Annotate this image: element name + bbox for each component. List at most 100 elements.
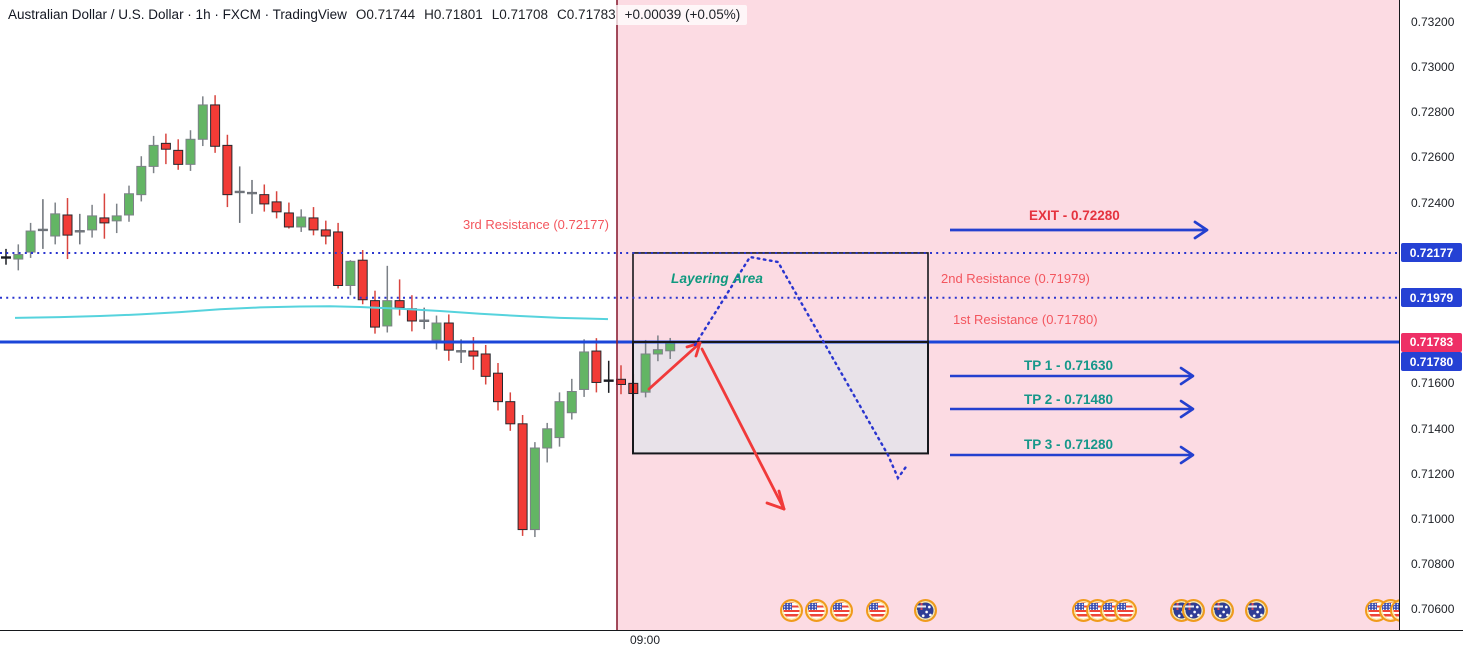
- exit-arrow[interactable]: [950, 220, 1209, 240]
- candle: [87, 204, 98, 238]
- candle: [160, 133, 171, 165]
- flag-us-icon[interactable]: [865, 598, 889, 622]
- candle: [370, 290, 380, 334]
- layering-area-label[interactable]: Layering Area: [671, 271, 764, 286]
- tp1-arrow[interactable]: [950, 366, 1195, 386]
- high-value: H0.71801: [424, 7, 483, 22]
- candle: [25, 222, 36, 258]
- resistance-label-2[interactable]: 2nd Resistance (0.71979): [941, 271, 1090, 286]
- tp2-label[interactable]: TP 2 - 0.71480: [1024, 392, 1114, 407]
- candle: [382, 265, 393, 333]
- y-axis-tick: 0.70600: [1411, 602, 1455, 617]
- candle: [406, 295, 417, 332]
- price-chip: 0.71979: [1401, 288, 1462, 308]
- flag-au-icon[interactable]: [913, 598, 937, 622]
- flag-au-icon[interactable]: [1244, 598, 1268, 622]
- price-chip: 0.71780: [1401, 352, 1462, 372]
- flag-us-icon[interactable]: [779, 598, 803, 622]
- change-value: +0.00039 (+0.05%): [624, 7, 741, 22]
- price-chip: 0.71783: [1401, 332, 1462, 352]
- tp2-arrow[interactable]: [950, 399, 1195, 419]
- candle: [505, 392, 516, 431]
- low-value: L0.71708: [491, 7, 549, 22]
- y-axis-tick: 0.72800: [1411, 105, 1455, 120]
- tp3-label[interactable]: TP 3 - 0.71280: [1024, 437, 1114, 452]
- flag-au-icon[interactable]: [1210, 598, 1234, 622]
- exit-target-label[interactable]: EXIT - 0.72280: [1029, 208, 1120, 223]
- candle: [542, 422, 553, 463]
- candle: [271, 191, 282, 219]
- flag-au-icon[interactable]: [1181, 598, 1205, 622]
- candle: [222, 134, 233, 208]
- flag-us-icon[interactable]: [1113, 598, 1137, 622]
- candle: [493, 363, 503, 411]
- y-axis-tick: 0.71200: [1411, 466, 1455, 481]
- candle: [124, 185, 134, 222]
- candle: [345, 260, 356, 296]
- candle: [247, 179, 257, 214]
- candle: [394, 279, 405, 316]
- y-axis-tick: 0.70800: [1411, 557, 1455, 572]
- close-value: C0.71783: [557, 7, 616, 22]
- projection-path[interactable]: [693, 255, 910, 481]
- tp1-label[interactable]: TP 1 - 0.71630: [1024, 358, 1114, 373]
- y-axis-tick: 0.72400: [1411, 195, 1455, 210]
- flag-us-icon[interactable]: [829, 598, 853, 622]
- red-arrow-2[interactable]: [700, 347, 786, 511]
- symbol-title[interactable]: Australian Dollar / U.S. Dollar · 1h · F…: [8, 7, 347, 22]
- time-axis[interactable]: 09:00: [0, 630, 1463, 647]
- red-arrow-1[interactable]: [647, 341, 702, 391]
- candle: [529, 442, 540, 538]
- price-chip: 0.72177: [1401, 243, 1462, 263]
- candle: [62, 198, 73, 260]
- candle: [111, 203, 122, 234]
- candle: [591, 338, 602, 393]
- candle: [296, 209, 307, 232]
- resistance-label-3[interactable]: 3rd Resistance (0.72177): [463, 217, 609, 232]
- time-label: 09:00: [630, 633, 661, 647]
- support-box-fill[interactable]: [633, 342, 928, 454]
- candle: [74, 213, 85, 245]
- y-axis-tick: 0.71600: [1411, 376, 1455, 391]
- candle: [357, 250, 368, 305]
- y-axis-tick: 0.73000: [1411, 59, 1455, 74]
- candle: [99, 193, 110, 239]
- candle: [431, 315, 442, 350]
- candle: [37, 199, 48, 249]
- candle: [234, 166, 245, 223]
- flag-us-icon[interactable]: [804, 598, 828, 622]
- support-box[interactable]: [632, 341, 929, 455]
- candle: [616, 365, 626, 395]
- candle: [136, 156, 147, 202]
- candle: [259, 184, 270, 212]
- resistance-label-1[interactable]: 1st Resistance (0.71780): [953, 312, 1098, 327]
- candle: [148, 135, 159, 174]
- candle: [283, 202, 294, 229]
- ma-line[interactable]: [14, 305, 609, 321]
- candle: [566, 378, 577, 420]
- price-axis[interactable]: 0.732000.730000.728000.726000.724000.722…: [1399, 0, 1463, 630]
- candle: [603, 360, 614, 393]
- tp3-arrow[interactable]: [950, 445, 1195, 465]
- candle: [579, 339, 590, 397]
- candle: [419, 307, 430, 330]
- candle: [443, 314, 454, 361]
- candle: [13, 244, 24, 271]
- candle: [320, 220, 331, 245]
- candle: [652, 335, 663, 362]
- candle: [554, 392, 565, 447]
- open-value: O0.71744: [355, 7, 416, 22]
- candle: [640, 339, 651, 398]
- candle: [197, 96, 208, 147]
- y-axis-tick: 0.71400: [1411, 421, 1455, 436]
- candle: [1, 248, 11, 265]
- candle: [50, 202, 61, 245]
- candle: [185, 130, 196, 171]
- candle: [480, 344, 491, 385]
- y-axis-tick: 0.73200: [1411, 14, 1455, 29]
- candle: [517, 414, 528, 536]
- candle: [173, 139, 184, 170]
